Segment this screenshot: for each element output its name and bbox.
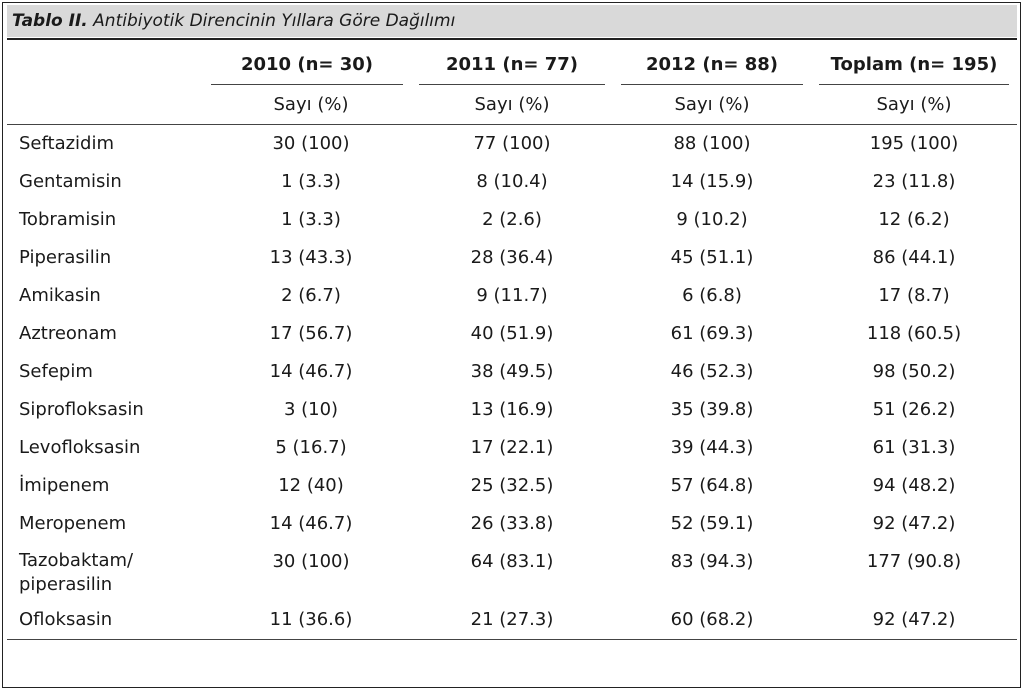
cell-2012: 83 (94.3) bbox=[670, 551, 754, 572]
cell-2010: 14 (46.7) bbox=[269, 513, 353, 534]
cell-total: 86 (44.1) bbox=[872, 247, 956, 268]
cell-2011: 40 (51.9) bbox=[470, 323, 554, 344]
cell-2012: 61 (69.3) bbox=[670, 323, 754, 344]
cell-2012: 52 (59.1) bbox=[670, 513, 754, 534]
table-row: Meropenem 14 (46.7) 26 (33.8) 52 (59.1) … bbox=[7, 505, 1017, 543]
antibiotic-resistance-table: 2010 (n= 30) 2011 (n= 77) 2012 (n= 88) T… bbox=[7, 46, 1017, 640]
row-label: Meropenem bbox=[19, 513, 127, 534]
cell-2011: 77 (100) bbox=[473, 133, 551, 154]
table-row: Levofloksasin 5 (16.7) 17 (22.1) 39 (44.… bbox=[7, 429, 1017, 467]
cell-2010: 5 (16.7) bbox=[275, 437, 347, 458]
cell-2010: 17 (56.7) bbox=[269, 323, 353, 344]
cell-total: 92 (47.2) bbox=[811, 601, 1017, 640]
cell-2010: 12 (40) bbox=[278, 475, 344, 496]
cell-2012: 14 (15.9) bbox=[670, 171, 754, 192]
header-year-2012: 2012 (n= 88) bbox=[613, 46, 811, 86]
header-row-years: 2010 (n= 30) 2011 (n= 77) 2012 (n= 88) T… bbox=[7, 46, 1017, 86]
table-row: Ofloksasin 11 (36.6) 21 (27.3) 60 (68.2)… bbox=[7, 601, 1017, 640]
cell-2012: 57 (64.8) bbox=[670, 475, 754, 496]
cell-2011: 8 (10.4) bbox=[476, 171, 548, 192]
table-row: Amikasin 2 (6.7) 9 (11.7) 6 (6.8) 17 (8.… bbox=[7, 277, 1017, 315]
cell-2010: 14 (46.7) bbox=[269, 361, 353, 382]
cell-total: 23 (11.8) bbox=[872, 171, 956, 192]
cell-2010: 30 (100) bbox=[272, 133, 350, 154]
cell-total: 94 (48.2) bbox=[872, 475, 956, 496]
row-label: İmipenem bbox=[19, 475, 110, 496]
table-caption-text: Antibiyotik Direncinin Yıllara Göre Dağı… bbox=[93, 11, 456, 31]
table-caption-label: Tablo II. bbox=[12, 11, 88, 31]
cell-2011: 2 (2.6) bbox=[482, 209, 542, 230]
header-unit-2010: Sayı (%) bbox=[211, 86, 411, 125]
cell-2011: 13 (16.9) bbox=[470, 399, 554, 420]
cell-2010: 1 (3.3) bbox=[281, 171, 341, 192]
table-row: Seftazidim 30 (100) 77 (100) 88 (100) 19… bbox=[7, 125, 1017, 164]
header-total: Toplam (n= 195) bbox=[811, 46, 1017, 86]
row-label: Siprofloksasin bbox=[19, 399, 144, 420]
cell-2010: 11 (36.6) bbox=[211, 601, 411, 640]
cell-2012: 6 (6.8) bbox=[682, 285, 742, 306]
table-row: Piperasilin 13 (43.3) 28 (36.4) 45 (51.1… bbox=[7, 239, 1017, 277]
table-row: Aztreonam 17 (56.7) 40 (51.9) 61 (69.3) … bbox=[7, 315, 1017, 353]
cell-2011: 26 (33.8) bbox=[470, 513, 554, 534]
table-caption: Tablo II. Antibiyotik Direncinin Yıllara… bbox=[7, 5, 1017, 37]
cell-total: 17 (8.7) bbox=[878, 285, 950, 306]
header-unit-total: Sayı (%) bbox=[811, 86, 1017, 125]
cell-2011: 64 (83.1) bbox=[470, 551, 554, 572]
table-row: Tobramisin 1 (3.3) 2 (2.6) 9 (10.2) 12 (… bbox=[7, 201, 1017, 239]
cell-total: 61 (31.3) bbox=[872, 437, 956, 458]
cell-2012: 60 (68.2) bbox=[613, 601, 811, 640]
cell-2010: 3 (10) bbox=[283, 399, 339, 420]
table-row: Gentamisin 1 (3.3) 8 (10.4) 14 (15.9) 23… bbox=[7, 163, 1017, 201]
row-label: Ofloksasin bbox=[7, 601, 211, 640]
row-label: Levofloksasin bbox=[19, 437, 141, 458]
cell-2011: 9 (11.7) bbox=[476, 285, 548, 306]
header-year-2010: 2010 (n= 30) bbox=[211, 46, 411, 86]
row-label: Tazobaktam/piperasilin bbox=[7, 543, 211, 601]
table-row: Siprofloksasin 3 (10) 13 (16.9) 35 (39.8… bbox=[7, 391, 1017, 429]
cell-total: 98 (50.2) bbox=[872, 361, 956, 382]
cell-2012: 9 (10.2) bbox=[676, 209, 748, 230]
cell-2010: 1 (3.3) bbox=[281, 209, 341, 230]
cell-2010: 30 (100) bbox=[272, 551, 350, 572]
cell-2010: 13 (43.3) bbox=[269, 247, 353, 268]
row-label: Seftazidim bbox=[19, 133, 115, 154]
cell-2011: 21 (27.3) bbox=[411, 601, 613, 640]
cell-2011: 17 (22.1) bbox=[470, 437, 554, 458]
table-row: Tazobaktam/piperasilin 30 (100) 64 (83.1… bbox=[7, 543, 1017, 601]
cell-total: 195 (100) bbox=[869, 133, 959, 154]
cell-2012: 88 (100) bbox=[673, 133, 751, 154]
row-label-line-1: Tazobaktam/ bbox=[19, 550, 134, 571]
cell-total: 177 (90.8) bbox=[866, 551, 962, 572]
cell-2012: 39 (44.3) bbox=[670, 437, 754, 458]
cell-2012: 46 (52.3) bbox=[670, 361, 754, 382]
header-empty-cell bbox=[7, 46, 211, 86]
cell-2011: 25 (32.5) bbox=[470, 475, 554, 496]
row-label: Amikasin bbox=[19, 285, 101, 306]
table-row: İmipenem 12 (40) 25 (32.5) 57 (64.8) 94 … bbox=[7, 467, 1017, 505]
cell-2010: 2 (6.7) bbox=[281, 285, 341, 306]
row-label-line-2: piperasilin bbox=[19, 574, 113, 595]
cell-2012: 45 (51.1) bbox=[670, 247, 754, 268]
header-year-2011: 2011 (n= 77) bbox=[411, 46, 613, 86]
header-unit-2012: Sayı (%) bbox=[613, 86, 811, 125]
cell-total: 118 (60.5) bbox=[866, 323, 962, 344]
header-unit-empty bbox=[7, 86, 211, 125]
table-row: Sefepim 14 (46.7) 38 (49.5) 46 (52.3) 98… bbox=[7, 353, 1017, 391]
row-label: Sefepim bbox=[19, 361, 93, 382]
caption-divider bbox=[7, 38, 1017, 40]
row-label: Piperasilin bbox=[19, 247, 112, 268]
cell-total: 51 (26.2) bbox=[872, 399, 956, 420]
cell-2011: 28 (36.4) bbox=[470, 247, 554, 268]
cell-2012: 35 (39.8) bbox=[670, 399, 754, 420]
cell-total: 92 (47.2) bbox=[872, 513, 956, 534]
header-row-units: Sayı (%) Sayı (%) Sayı (%) Sayı (%) bbox=[7, 86, 1017, 125]
header-unit-2011: Sayı (%) bbox=[411, 86, 613, 125]
row-label: Tobramisin bbox=[19, 209, 117, 230]
cell-total: 12 (6.2) bbox=[878, 209, 950, 230]
row-label: Aztreonam bbox=[19, 323, 117, 344]
row-label: Gentamisin bbox=[19, 171, 122, 192]
cell-2011: 38 (49.5) bbox=[470, 361, 554, 382]
